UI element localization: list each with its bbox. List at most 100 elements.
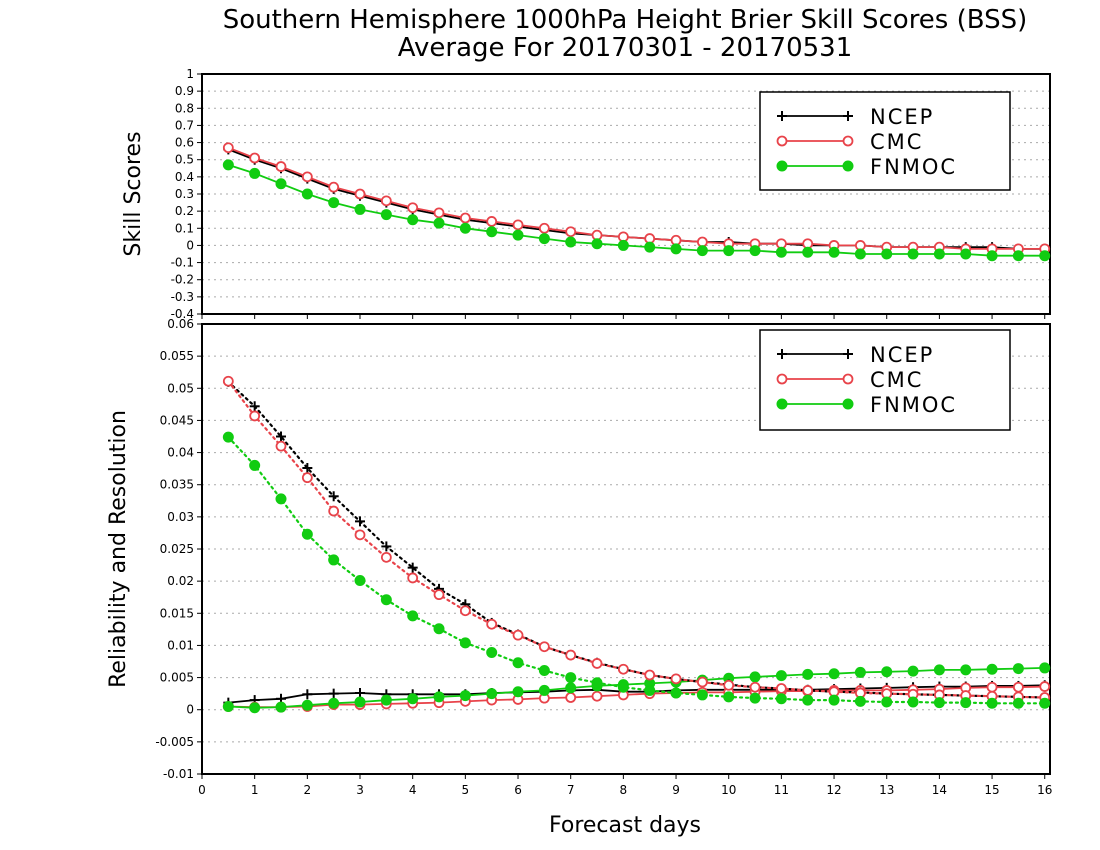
legend-marker [776, 135, 788, 147]
y-tick-label: 0.01 [167, 638, 194, 652]
data-point-ncep-resolution [276, 431, 287, 442]
x-tick-label: 13 [879, 783, 894, 797]
data-point-cmc-resolution [670, 673, 682, 685]
data-point-fnmoc-resolution [775, 693, 787, 705]
legend-marker [776, 398, 788, 410]
y-tick-label: 0.4 [175, 170, 194, 184]
data-point-fnmoc-resolution [802, 694, 814, 706]
data-point-fnmoc [486, 226, 498, 238]
data-point-cmc [512, 219, 524, 231]
data-point-cmc-resolution [696, 676, 708, 688]
x-axis-label: Forecast days [549, 813, 701, 838]
x-tick-label: 10 [721, 783, 736, 797]
y-tick-label: 0.7 [175, 118, 194, 132]
plot-frame [201, 73, 1051, 315]
legend-box [759, 329, 1011, 431]
data-point-cmc-reliability [1039, 681, 1051, 692]
data-point-cmc [407, 202, 419, 214]
data-point-fnmoc-reliability [354, 696, 366, 708]
data-point-cmc-resolution [301, 472, 313, 484]
legend-item-cmc: CMC [776, 368, 921, 392]
plot-frame [201, 323, 1051, 775]
data-point-fnmoc-resolution [881, 696, 893, 708]
data-point-cmc [249, 152, 261, 164]
data-point-fnmoc [828, 246, 840, 258]
data-point-cmc [301, 171, 313, 183]
x-tick-label: 3 [356, 783, 364, 797]
data-point-fnmoc [775, 246, 787, 258]
data-point-fnmoc-resolution [933, 697, 945, 709]
x-tick-label: 6 [514, 783, 522, 797]
y-tick-label: 0.005 [160, 671, 194, 685]
data-point-fnmoc [591, 238, 603, 250]
x-tick-label: 4 [409, 783, 417, 797]
data-point-fnmoc-resolution [828, 694, 840, 706]
data-point-fnmoc [881, 248, 893, 260]
data-point-fnmoc [749, 245, 761, 257]
data-point-ncep-resolution [249, 401, 260, 412]
data-point-fnmoc [986, 250, 998, 262]
data-point-fnmoc-resolution [433, 623, 445, 635]
data-point-fnmoc-reliability [565, 682, 577, 694]
data-point-fnmoc-resolution [538, 665, 550, 676]
data-point-fnmoc-reliability [222, 701, 234, 712]
legend-marker [842, 373, 854, 385]
y-tick-label: -0.1 [171, 256, 194, 270]
data-point-cmc-reliability [986, 681, 998, 693]
data-point-fnmoc-resolution [486, 647, 498, 658]
data-point-fnmoc [960, 248, 972, 260]
data-point-fnmoc-reliability [407, 693, 419, 705]
y-tick-label: 0.055 [160, 349, 194, 363]
data-point-cmc-reliability [565, 692, 577, 703]
x-tick-label: 14 [932, 783, 947, 797]
legend-marker [842, 398, 854, 410]
legend-marker [843, 349, 853, 359]
data-point-fnmoc-resolution [328, 554, 340, 566]
data-point-fnmoc-resolution [1012, 697, 1024, 709]
y-tick-label: -0.4 [171, 307, 194, 321]
data-point-fnmoc [380, 209, 392, 221]
legend-marker [842, 160, 854, 172]
data-point-fnmoc-resolution [512, 657, 524, 669]
data-point-fnmoc-reliability [881, 666, 893, 678]
data-point-fnmoc [512, 229, 524, 241]
data-point-ncep-resolution [302, 463, 313, 473]
data-point-fnmoc-resolution [249, 459, 261, 471]
y-tick-label: 0 [186, 238, 194, 252]
data-point-fnmoc [696, 245, 708, 257]
legend-marker [777, 349, 787, 359]
legend-label: NCEP [870, 343, 934, 367]
data-point-cmc [486, 216, 498, 227]
data-point-fnmoc [354, 203, 366, 215]
data-point-fnmoc [933, 248, 945, 260]
y-tick-label: 0.06 [167, 317, 194, 331]
data-point-fnmoc-reliability [802, 668, 814, 680]
data-point-fnmoc [222, 159, 234, 171]
data-point-fnmoc-resolution [617, 681, 629, 693]
data-point-fnmoc-reliability [907, 665, 919, 677]
legend-item-cmc: CMC [776, 130, 923, 154]
legend-label: CMC [870, 130, 923, 154]
legend-item-ncep: NCEP [777, 105, 932, 129]
legend-label: FNMOC [870, 393, 957, 417]
data-point-cmc-resolution [512, 629, 524, 641]
data-point-fnmoc-resolution [960, 697, 972, 709]
data-point-fnmoc-resolution [907, 696, 919, 708]
data-point-cmc-resolution [407, 572, 419, 584]
y-tick-label: 0.015 [160, 606, 194, 620]
y-tick-label: 0.035 [160, 478, 194, 492]
y-tick-label: 0.05 [167, 381, 194, 395]
data-point-cmc [328, 181, 340, 193]
data-point-cmc-resolution [354, 529, 366, 541]
y-tick-label: 0.3 [175, 187, 194, 201]
y-tick-label: 0 [186, 703, 194, 717]
y-tick-label: 0.5 [175, 153, 194, 167]
y-tick-label: 0.8 [175, 101, 194, 115]
x-tick-label: 8 [620, 783, 628, 797]
data-point-fnmoc [670, 243, 682, 255]
data-point-fnmoc-reliability [960, 664, 972, 676]
data-point-fnmoc-resolution [354, 575, 366, 586]
x-tick-label: 15 [984, 783, 999, 797]
